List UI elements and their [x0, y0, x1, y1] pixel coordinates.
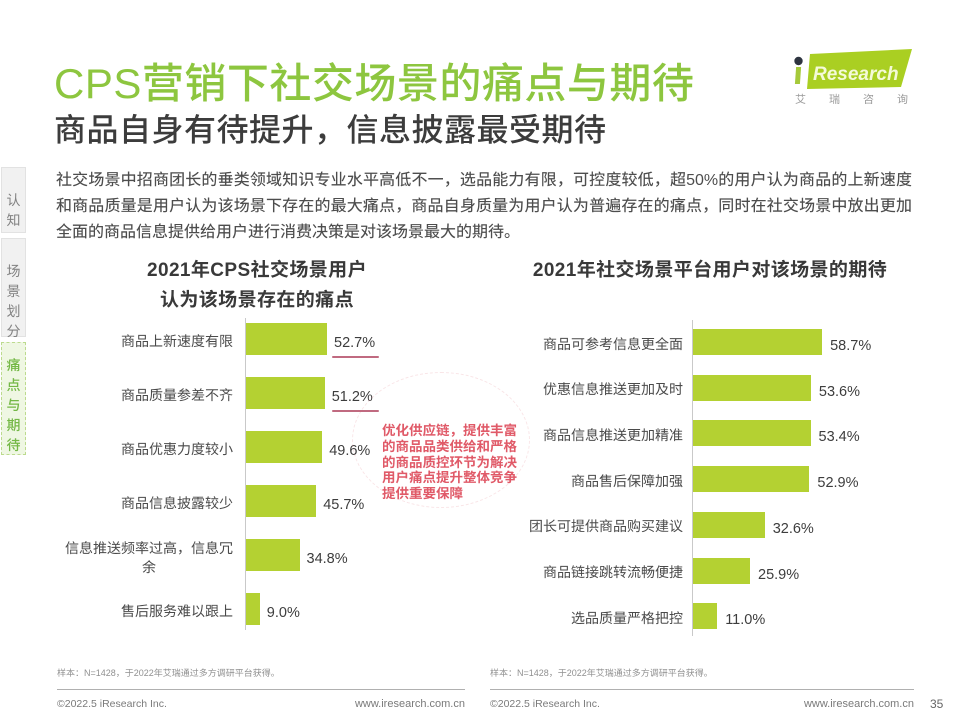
svg-text:Research: Research [813, 64, 899, 85]
svg-text:艾瑞咨询: 艾瑞咨询 [795, 93, 930, 106]
